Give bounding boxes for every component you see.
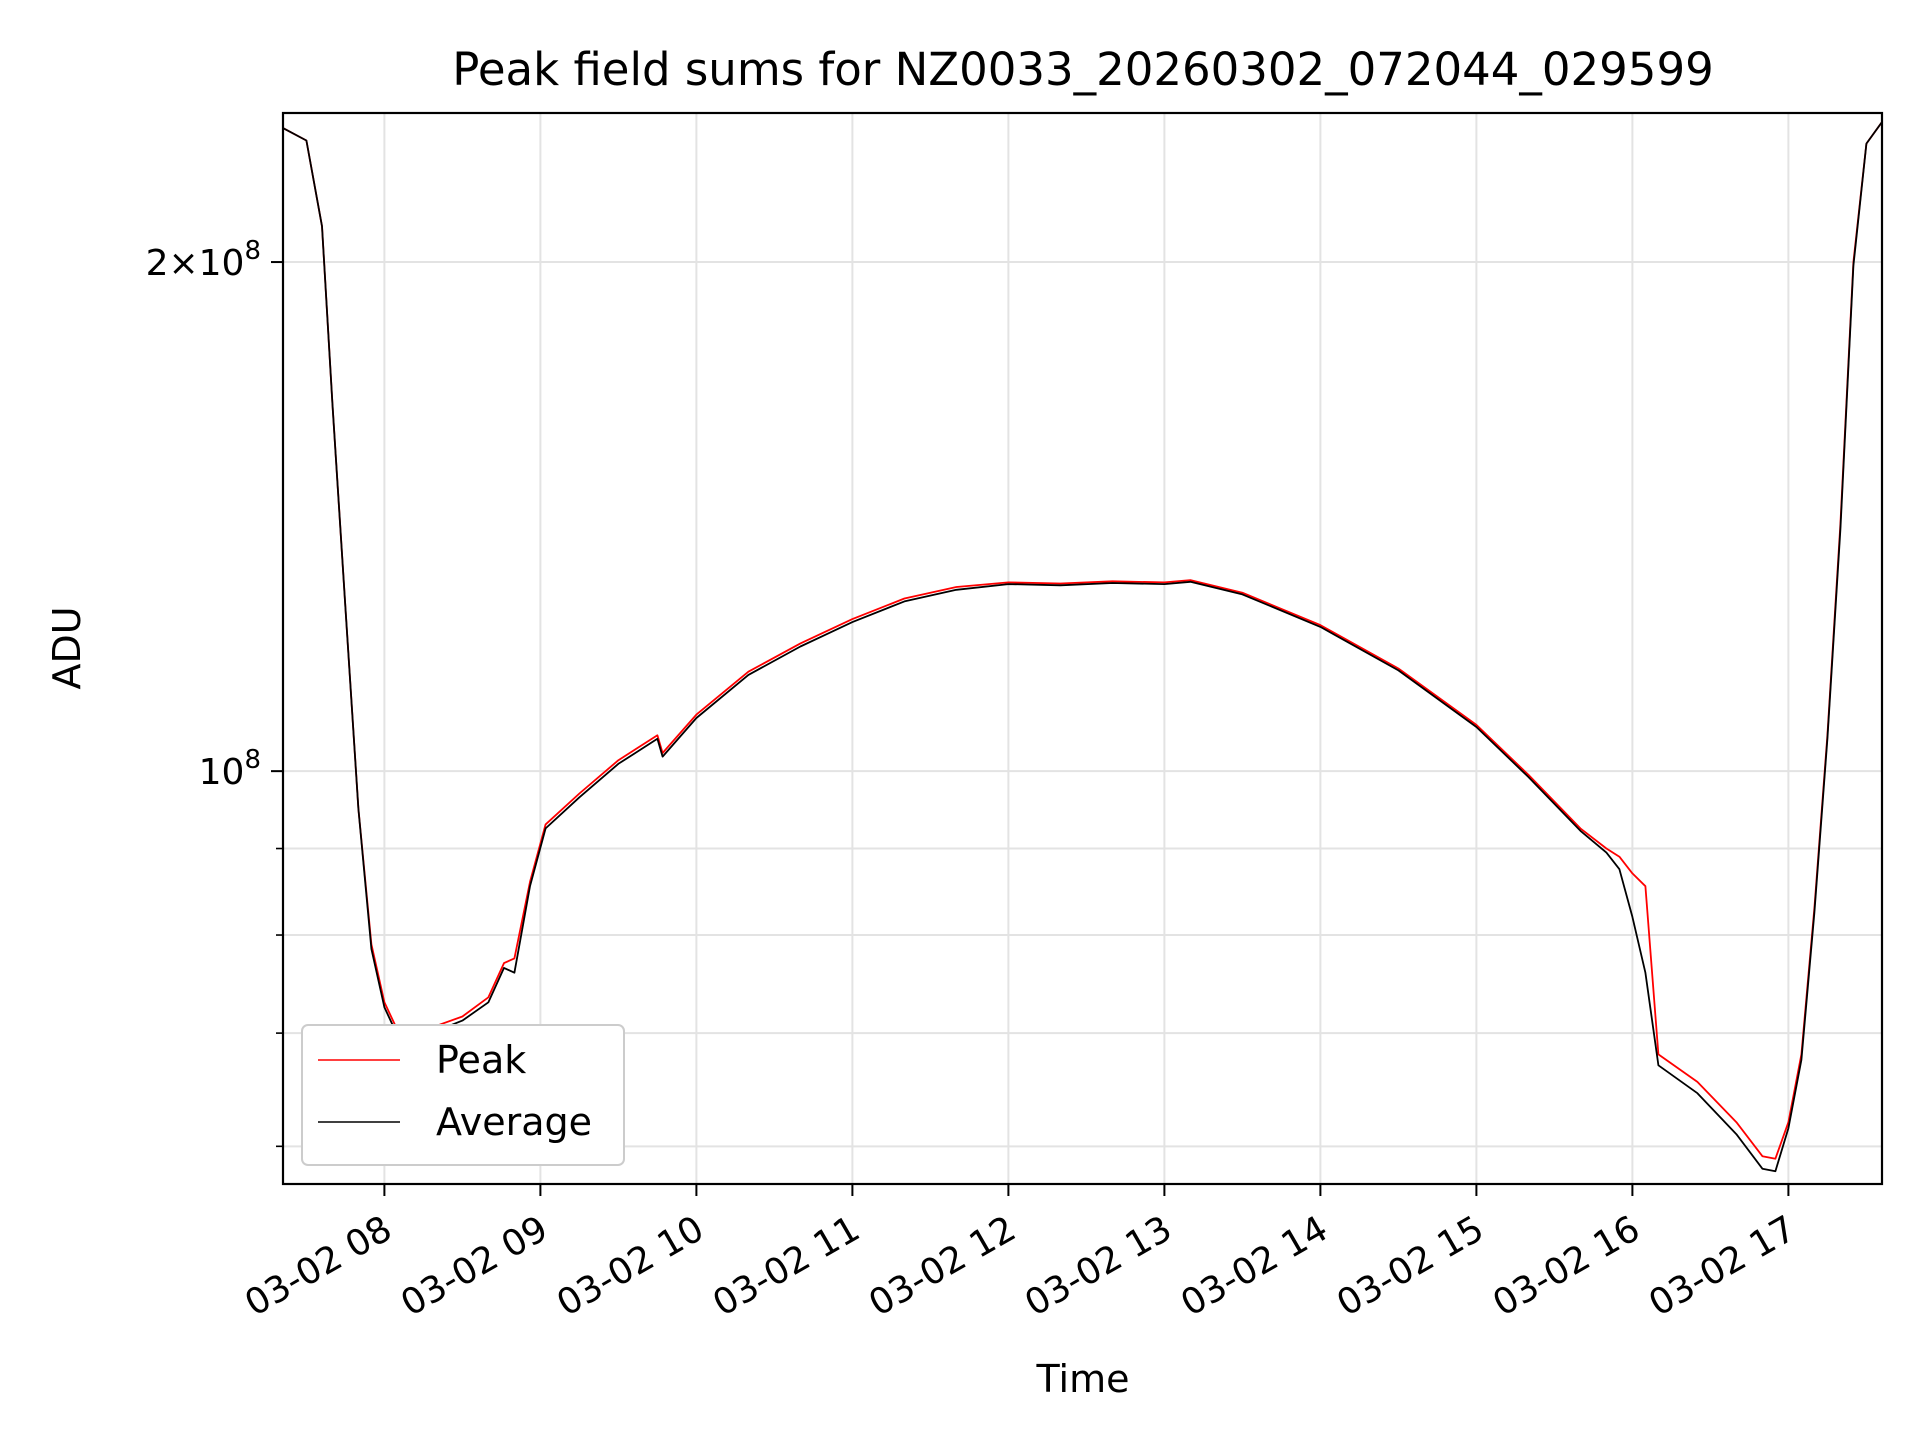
x-tick-label: 03-02 15 bbox=[1330, 1208, 1491, 1324]
legend: Peak Average bbox=[301, 1024, 625, 1166]
series-line-peak bbox=[282, 121, 1883, 1160]
series-layer bbox=[282, 121, 1883, 1173]
x-tick-label: 03-02 10 bbox=[550, 1208, 711, 1324]
legend-peak-label: Peak bbox=[436, 1038, 526, 1082]
x-tick-label: 03-02 08 bbox=[238, 1208, 399, 1324]
x-tick-label: 03-02 13 bbox=[1018, 1208, 1179, 1324]
x-tick-label: 03-02 17 bbox=[1642, 1208, 1803, 1324]
legend-average-label: Average bbox=[436, 1100, 592, 1144]
y-tick-label: 2×108 bbox=[146, 236, 261, 284]
x-tick-label: 03-02 11 bbox=[706, 1208, 867, 1324]
series-line-average bbox=[282, 121, 1883, 1173]
x-tick-label: 03-02 16 bbox=[1486, 1208, 1647, 1324]
y-axis: 108 2×108 bbox=[146, 236, 283, 1148]
x-tick-label: 03-02 14 bbox=[1174, 1208, 1335, 1324]
y-axis-label: ADU bbox=[45, 606, 89, 689]
grid bbox=[283, 113, 1882, 1184]
chart-title: Peak field sums for NZ0033_20260302_0720… bbox=[452, 43, 1713, 96]
x-tick-label: 03-02 12 bbox=[862, 1208, 1023, 1324]
x-tick-label: 03-02 09 bbox=[394, 1208, 555, 1324]
plot-frame bbox=[281, 111, 1884, 1186]
y-tick-label: 108 bbox=[199, 745, 261, 793]
x-axis-label: Time bbox=[1036, 1357, 1130, 1401]
